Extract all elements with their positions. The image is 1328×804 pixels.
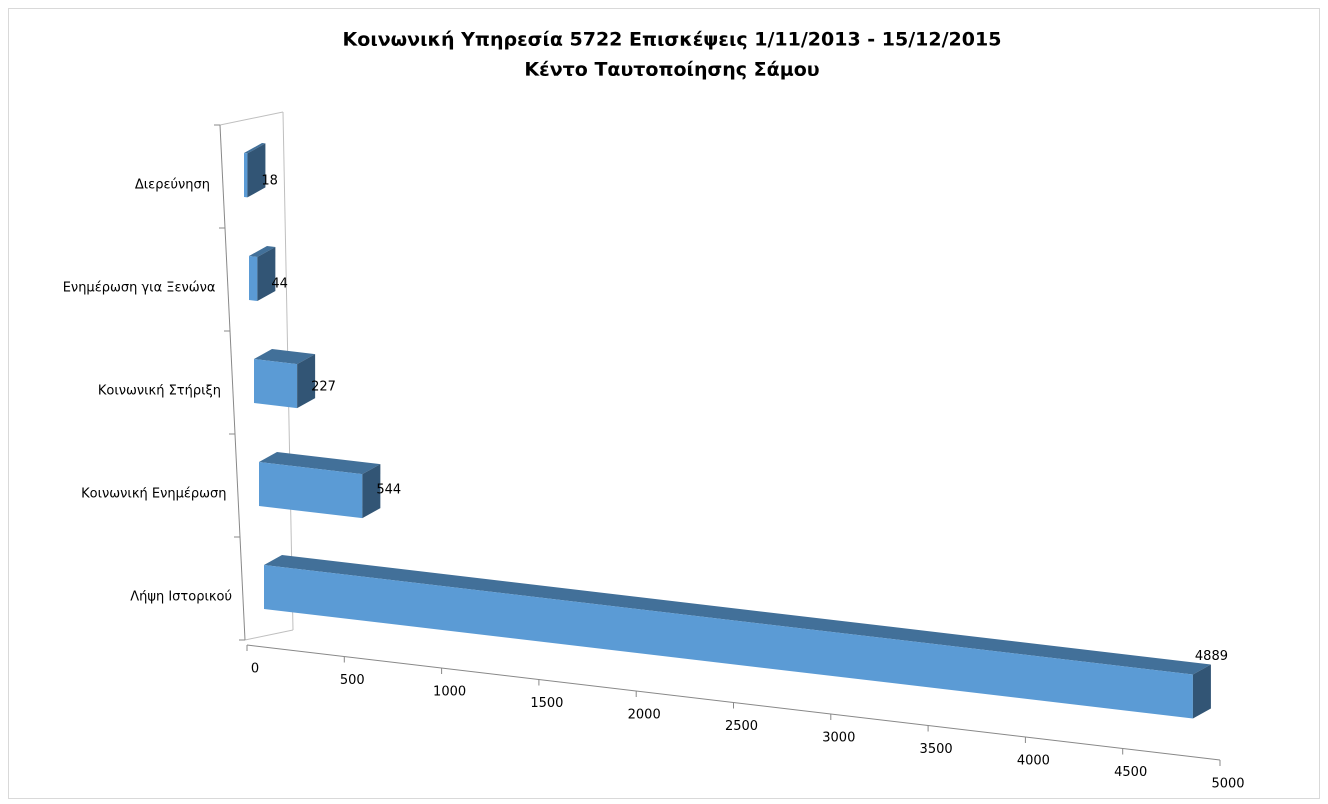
bar-top	[259, 452, 381, 475]
data-label: 44	[271, 277, 288, 292]
x-tick-label: 1500	[530, 696, 563, 711]
bar-end	[247, 143, 266, 198]
data-label: 18	[261, 174, 278, 189]
wall-edge	[244, 629, 294, 641]
x-tick-label: 4500	[1114, 765, 1147, 780]
category-label: Κοινωνική Ενημέρωση	[81, 487, 226, 502]
x-tick-label: 1000	[433, 685, 466, 700]
bar-end	[257, 246, 276, 301]
bar-top	[264, 555, 1211, 675]
x-tick-label: 2500	[725, 719, 758, 734]
category-label: Λήψη Ιστορικού	[130, 590, 232, 605]
chart-title: Κοινωνική Υπηρεσία 5722 Επισκέψεις 1/11/…	[343, 29, 1002, 51]
bar-end	[1192, 664, 1211, 719]
x-tick-label: 0	[251, 662, 259, 677]
chart-frame	[8, 8, 1320, 799]
bar-top	[244, 143, 266, 154]
bar-end	[362, 464, 381, 519]
category-axis	[219, 124, 246, 641]
category-label: Κοινωνική Στήριξη	[98, 384, 221, 399]
x-tick-label: 2000	[628, 708, 661, 723]
bar-top	[249, 246, 276, 257]
x-tick-label: 500	[340, 673, 365, 688]
wall-edge	[219, 111, 284, 126]
chart-subtitle: Κέντο Ταυτοποίησης Σάμου	[524, 59, 819, 81]
data-label: 227	[311, 380, 336, 395]
bar-front	[254, 359, 298, 409]
bar-top	[254, 349, 316, 365]
x-tick-label: 3500	[920, 742, 953, 757]
bar-front	[244, 153, 248, 198]
bar-front	[259, 462, 363, 519]
category-label: Διερεύνηση	[135, 178, 210, 193]
bar-front	[249, 256, 258, 301]
data-label: 544	[376, 483, 401, 498]
category-label: Ενημέρωση για Ξενώνα	[63, 281, 216, 296]
bar-front	[264, 565, 1193, 719]
x-tick-label: 5000	[1211, 777, 1244, 792]
x-tick-label: 4000	[1017, 754, 1050, 769]
data-label: 4889	[1195, 649, 1228, 664]
x-tick-label: 3000	[822, 731, 855, 746]
bar-end	[297, 354, 316, 409]
